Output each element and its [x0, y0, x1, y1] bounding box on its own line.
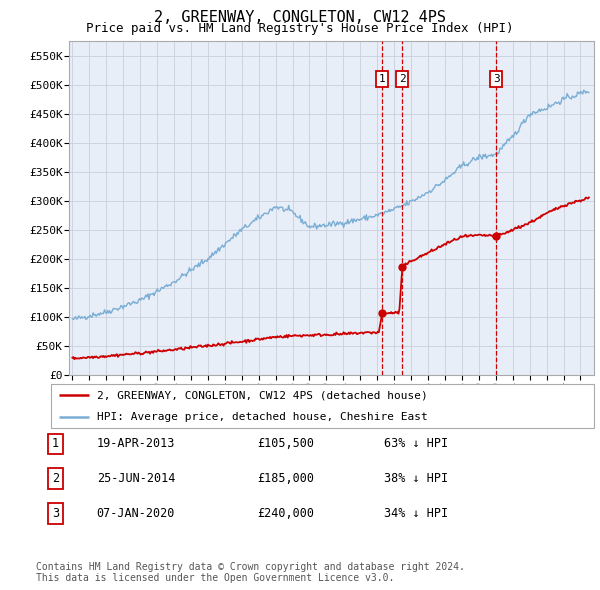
Text: HPI: Average price, detached house, Cheshire East: HPI: Average price, detached house, Ches… — [97, 412, 428, 422]
Text: This data is licensed under the Open Government Licence v3.0.: This data is licensed under the Open Gov… — [36, 573, 394, 584]
Text: 2, GREENWAY, CONGLETON, CW12 4PS: 2, GREENWAY, CONGLETON, CW12 4PS — [154, 10, 446, 25]
Text: 63% ↓ HPI: 63% ↓ HPI — [384, 437, 448, 450]
Text: 07-JAN-2020: 07-JAN-2020 — [97, 507, 175, 520]
Text: £185,000: £185,000 — [257, 472, 314, 485]
Text: 1: 1 — [52, 437, 59, 450]
Text: £240,000: £240,000 — [257, 507, 314, 520]
Text: Contains HM Land Registry data © Crown copyright and database right 2024.: Contains HM Land Registry data © Crown c… — [36, 562, 465, 572]
Text: 1: 1 — [379, 74, 386, 84]
Text: Price paid vs. HM Land Registry's House Price Index (HPI): Price paid vs. HM Land Registry's House … — [86, 22, 514, 35]
Text: 2: 2 — [52, 472, 59, 485]
Text: 38% ↓ HPI: 38% ↓ HPI — [384, 472, 448, 485]
Text: 2: 2 — [399, 74, 406, 84]
Text: 34% ↓ HPI: 34% ↓ HPI — [384, 507, 448, 520]
Text: 3: 3 — [493, 74, 499, 84]
FancyBboxPatch shape — [51, 384, 594, 428]
Text: 19-APR-2013: 19-APR-2013 — [97, 437, 175, 450]
Text: 2, GREENWAY, CONGLETON, CW12 4PS (detached house): 2, GREENWAY, CONGLETON, CW12 4PS (detach… — [97, 391, 428, 401]
Text: 25-JUN-2014: 25-JUN-2014 — [97, 472, 175, 485]
Text: 3: 3 — [52, 507, 59, 520]
Text: £105,500: £105,500 — [257, 437, 314, 450]
